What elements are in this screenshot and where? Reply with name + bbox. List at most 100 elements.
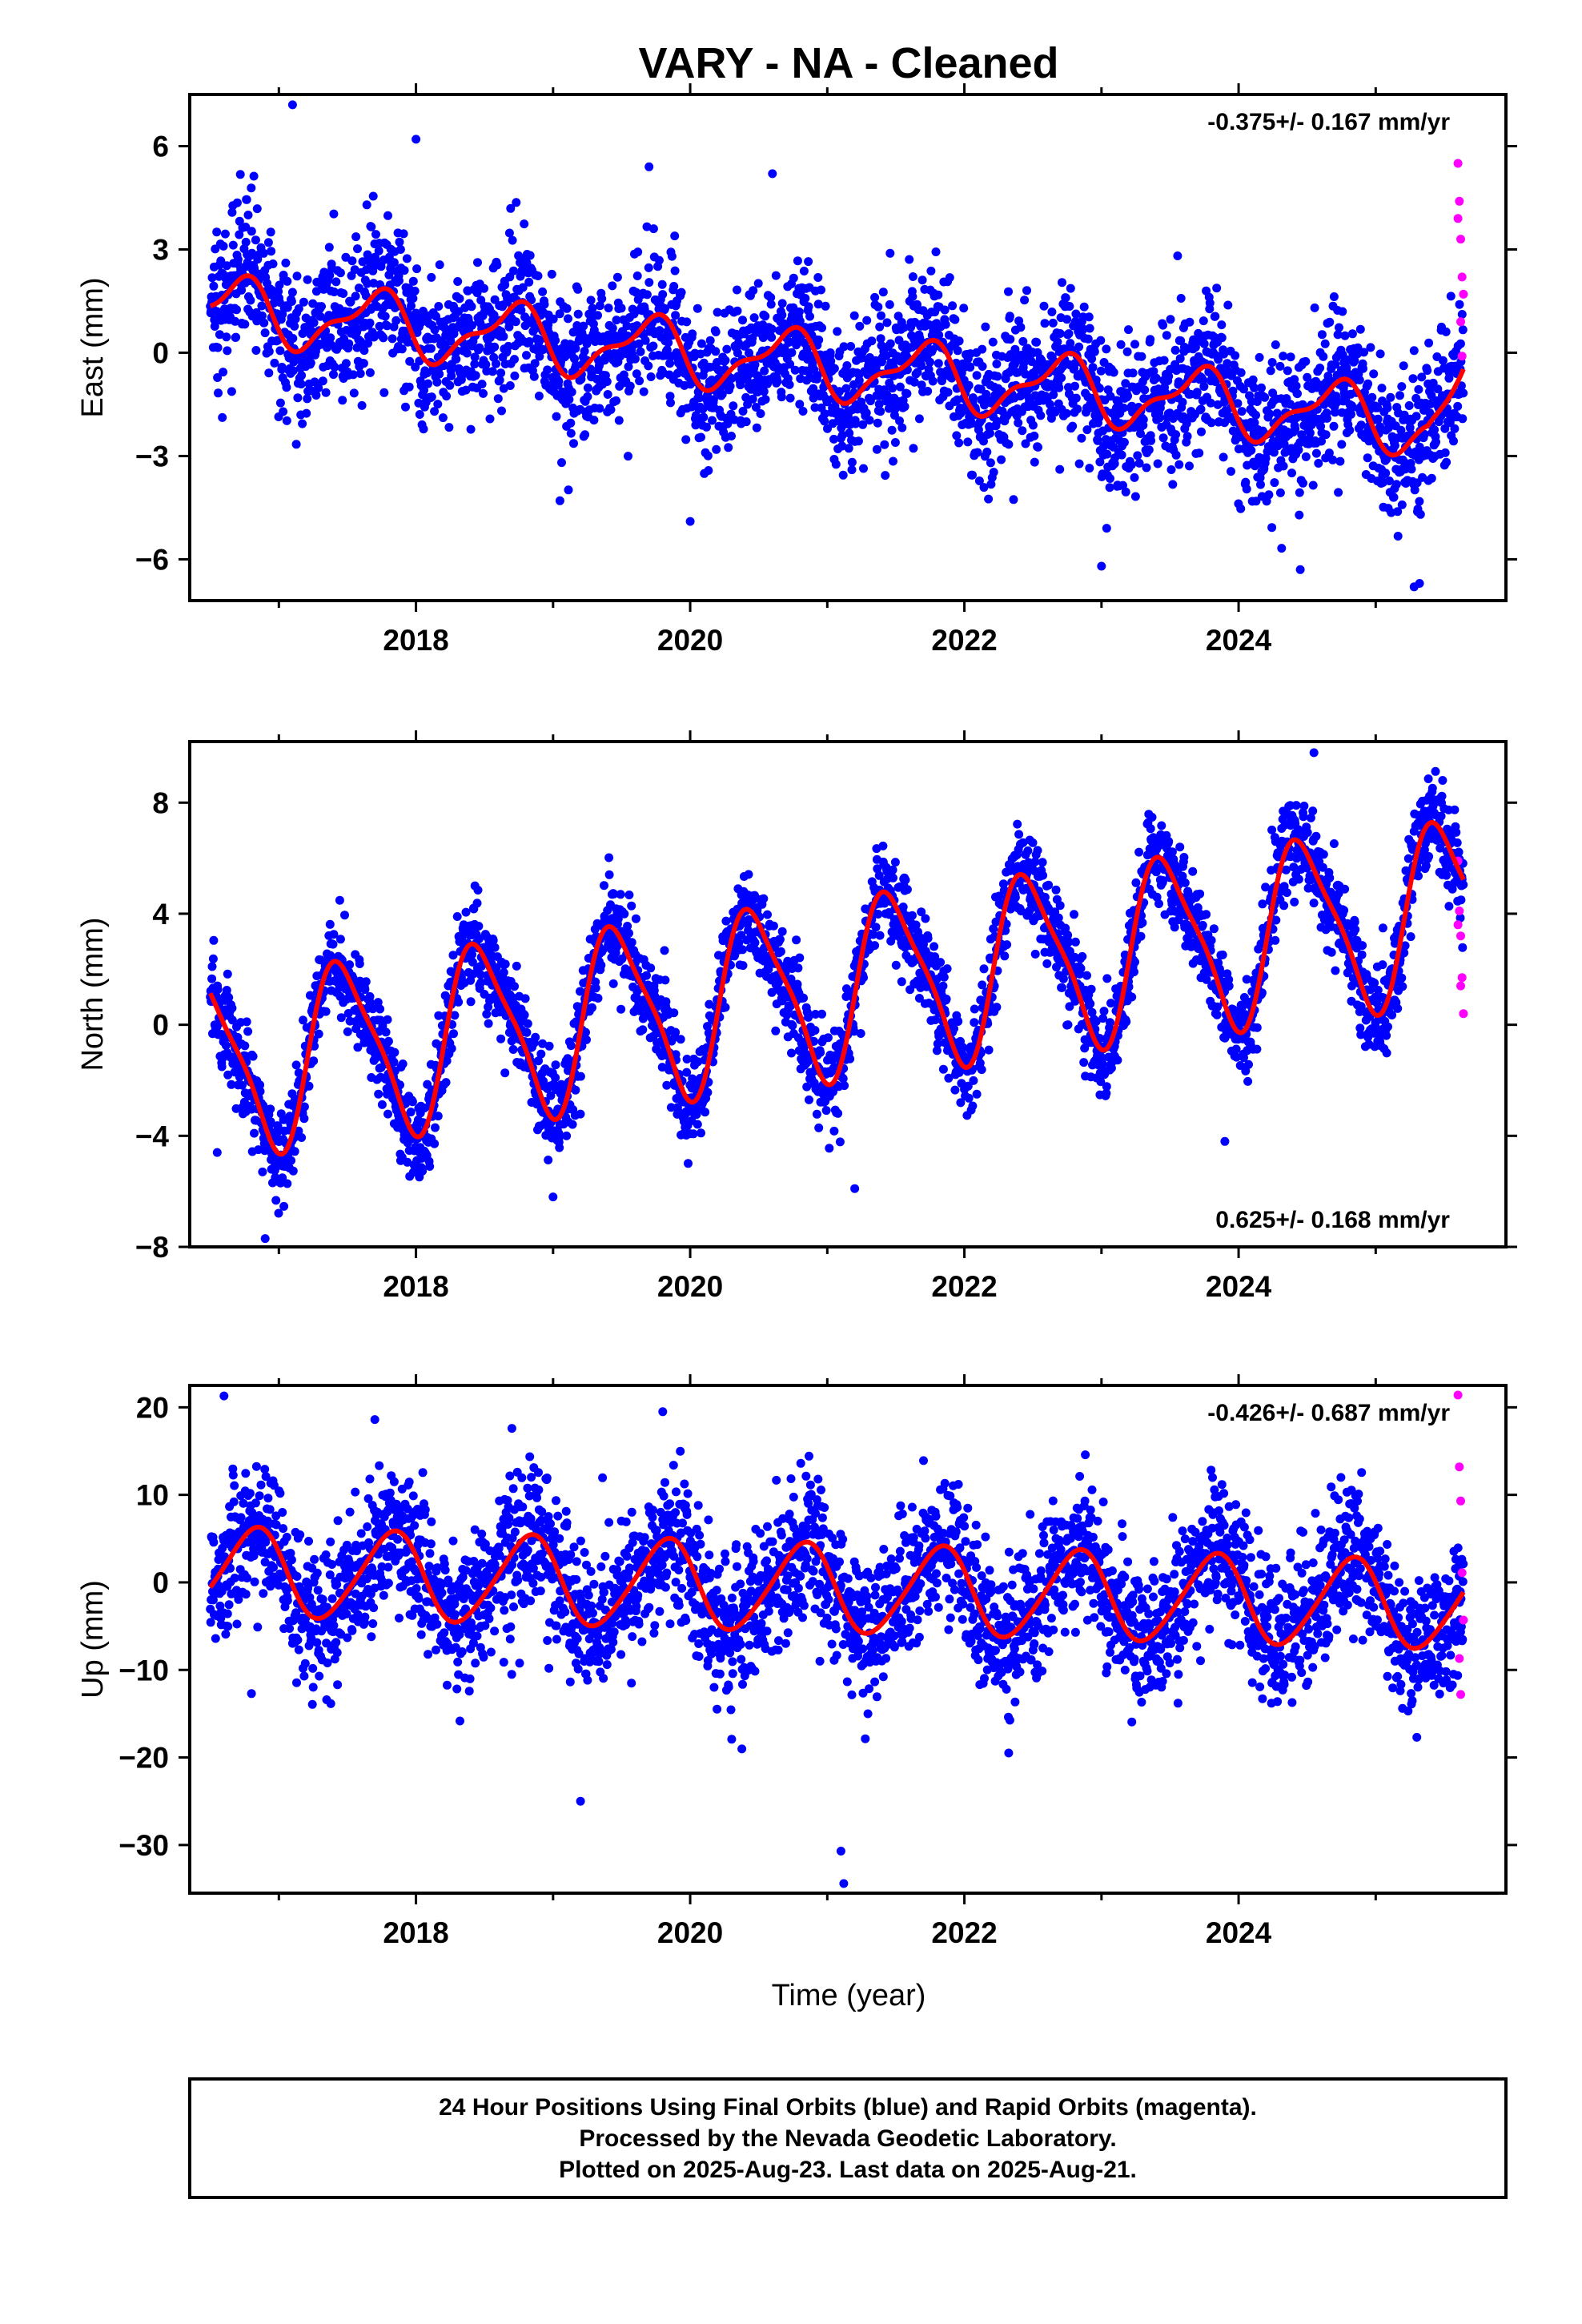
final-orbit-point [535, 352, 544, 361]
final-orbit-point [562, 1131, 572, 1140]
final-orbit-point [934, 290, 943, 300]
final-orbit-point [461, 907, 471, 917]
final-orbit-point [522, 351, 531, 360]
final-orbit-point [738, 945, 747, 955]
final-orbit-point [1381, 468, 1391, 478]
final-orbit-point [814, 1123, 824, 1132]
final-orbit-point [1102, 449, 1112, 459]
final-orbit-point [235, 230, 244, 239]
final-orbit-point [1046, 400, 1054, 409]
final-orbit-point [1338, 350, 1347, 360]
final-orbit-point [454, 307, 464, 316]
final-orbit-point [785, 393, 795, 403]
final-orbit-point [704, 466, 713, 475]
final-orbit-point [665, 392, 675, 401]
final-orbit-point [520, 219, 529, 229]
final-orbit-point [299, 297, 308, 307]
final-orbit-point [336, 1013, 346, 1023]
final-orbit-point [473, 886, 483, 895]
final-orbit-point [555, 1143, 564, 1152]
final-orbit-point [713, 358, 722, 367]
final-orbit-point [400, 266, 409, 275]
final-orbit-point [396, 245, 405, 254]
final-orbit-point [711, 347, 721, 356]
final-orbit-point [790, 365, 800, 375]
final-orbit-point [379, 388, 389, 397]
final-orbit-point [485, 414, 495, 424]
final-orbit-point [1090, 347, 1099, 356]
final-orbit-point [654, 255, 664, 265]
final-orbit-point [609, 889, 619, 899]
final-orbit-point [1458, 325, 1468, 335]
final-orbit-point [662, 1080, 672, 1090]
final-orbit-point [947, 373, 957, 383]
final-orbit-point [1130, 472, 1139, 482]
final-orbit-point [257, 311, 267, 320]
y-tick-label: −3 [135, 440, 169, 472]
final-orbit-point [1095, 457, 1105, 467]
final-orbit-point [467, 302, 476, 312]
final-orbit-point [646, 372, 656, 381]
final-orbit-point [657, 279, 667, 289]
final-orbit-point [695, 393, 705, 403]
final-orbit-point [564, 485, 573, 495]
final-orbit-point [1158, 433, 1168, 443]
final-orbit-point [358, 257, 367, 267]
final-orbit-point [209, 935, 219, 945]
final-orbit-point [410, 286, 420, 296]
final-orbit-points [206, 100, 1468, 592]
rapid-orbit-point [1456, 235, 1465, 244]
final-orbit-point [1330, 408, 1339, 417]
final-orbit-point [275, 398, 285, 408]
final-orbit-point [811, 1010, 820, 1019]
final-orbit-point [799, 993, 808, 1003]
final-orbit-point [1021, 439, 1030, 448]
final-orbit-point [851, 419, 861, 428]
final-orbit-point [948, 301, 958, 311]
final-orbit-point [722, 344, 732, 354]
final-orbit-point [430, 407, 440, 416]
final-orbit-point [805, 1095, 813, 1104]
final-orbit-point [581, 1027, 590, 1037]
final-orbit-point [582, 1035, 591, 1044]
final-orbit-point [353, 1043, 363, 1052]
final-orbit-point [294, 1126, 303, 1136]
final-orbit-point [777, 392, 786, 402]
final-orbit-point [505, 381, 515, 390]
final-orbit-point [750, 360, 760, 369]
final-orbit-point [1399, 457, 1409, 467]
final-orbit-point [1415, 509, 1425, 519]
final-orbit-point [340, 911, 349, 920]
final-orbit-point [1347, 403, 1357, 412]
final-orbit-point [243, 211, 253, 219]
final-orbit-point [355, 369, 365, 378]
final-orbit-point [407, 301, 416, 311]
final-orbit-point [383, 1015, 392, 1024]
final-orbit-point [551, 1060, 560, 1070]
final-orbit-point [777, 927, 787, 936]
final-orbit-point [477, 380, 487, 389]
final-orbit-point [586, 296, 596, 305]
final-orbit-point [805, 312, 814, 321]
final-orbit-point [1408, 374, 1418, 384]
final-orbit-point [252, 204, 262, 214]
final-orbit-point [255, 1080, 265, 1090]
final-orbit-point [1275, 361, 1285, 371]
final-orbit-point [499, 967, 508, 977]
final-orbit-point [294, 304, 303, 313]
final-orbit-point [934, 330, 944, 340]
final-orbit-point [1340, 331, 1350, 340]
final-orbit-point [481, 360, 491, 369]
final-orbit-point [1405, 423, 1415, 432]
final-orbit-point [571, 344, 580, 353]
final-orbit-point [383, 321, 391, 331]
final-orbit-point [430, 325, 440, 335]
final-orbit-point [685, 517, 695, 526]
final-orbit-point [1171, 430, 1181, 440]
final-orbit-point [769, 921, 778, 931]
final-orbit-point [677, 287, 686, 297]
rapid-orbit-point [1456, 317, 1465, 327]
final-orbit-point [555, 309, 564, 319]
final-orbit-point [713, 308, 722, 317]
final-orbit-point [213, 343, 223, 352]
